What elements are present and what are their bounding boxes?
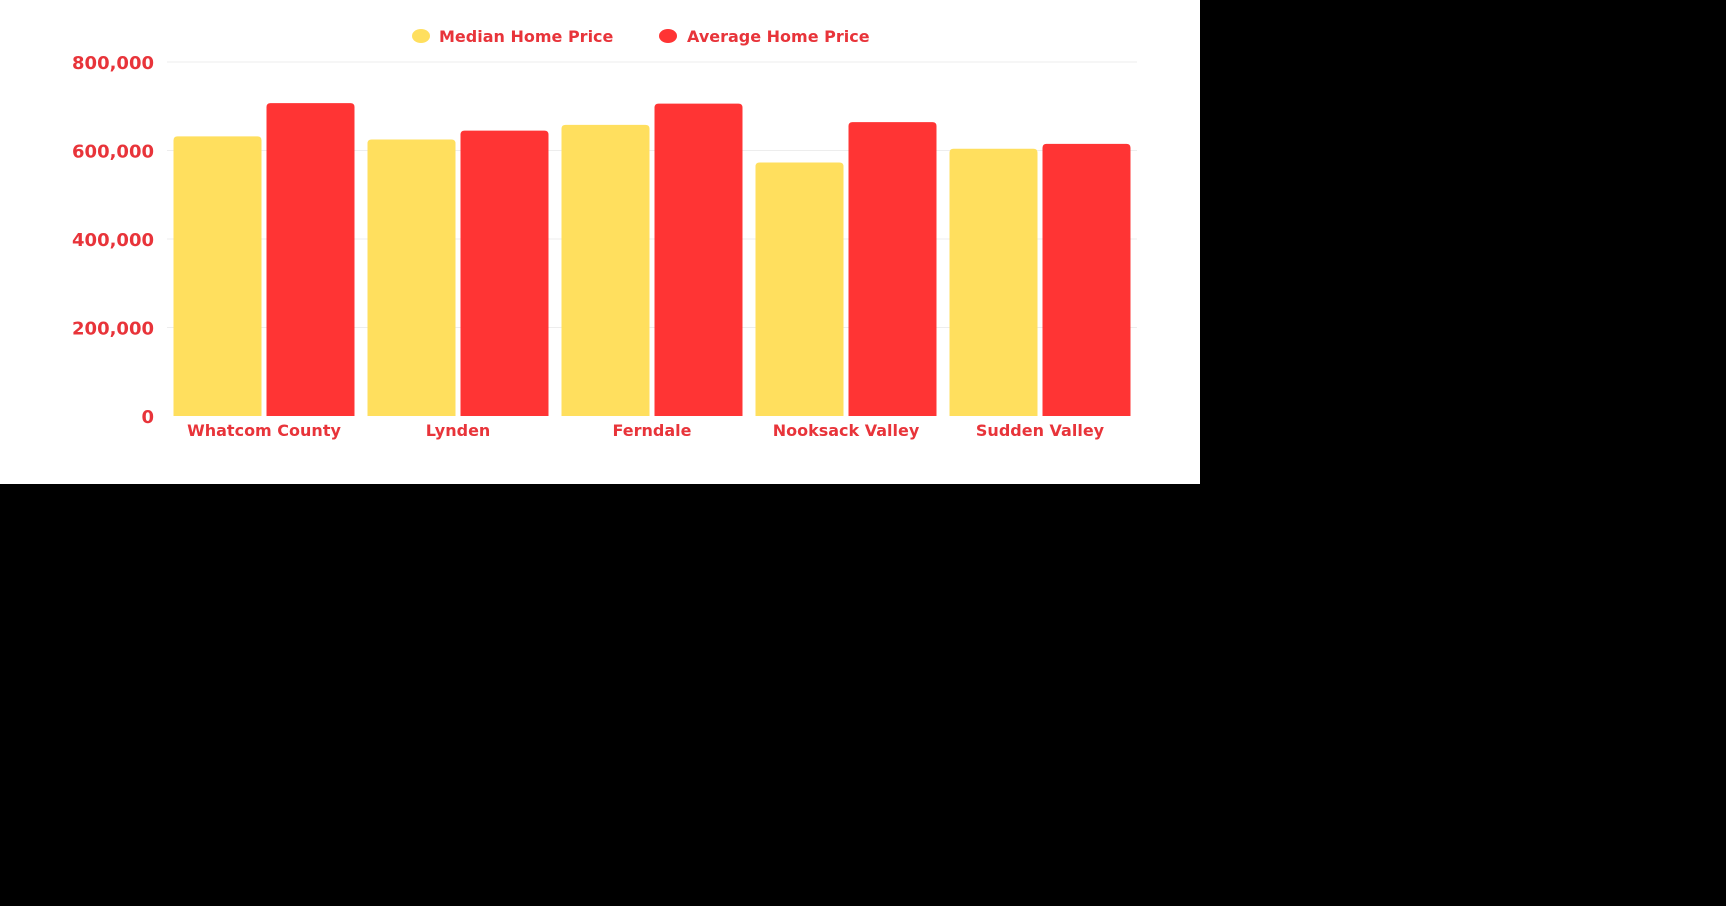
bar-median bbox=[949, 148, 1038, 417]
y-tick-label: 400,000 bbox=[72, 230, 154, 251]
chart-panel: 0 200,000 400,000 600,000 800,000 Whatcom Co… bbox=[0, 0, 1200, 484]
legend-swatch-average bbox=[659, 29, 677, 43]
legend: Median Home Price Average Home Price bbox=[412, 27, 870, 46]
bar-median bbox=[173, 136, 262, 416]
y-tick-label: 200,000 bbox=[72, 319, 154, 340]
x-tick-label: Nooksack Valley bbox=[773, 421, 920, 440]
bar-median bbox=[755, 162, 844, 416]
x-tick-label: Lynden bbox=[426, 421, 491, 440]
bar-median bbox=[561, 124, 650, 417]
y-tick-label: 0 bbox=[141, 407, 154, 428]
y-tick-label: 800,000 bbox=[72, 53, 154, 74]
bar-average bbox=[460, 130, 549, 416]
legend-swatch-median bbox=[412, 29, 430, 43]
x-tick-label: Sudden Valley bbox=[976, 421, 1105, 440]
bar-average bbox=[848, 122, 937, 417]
x-tick-label: Ferndale bbox=[613, 421, 692, 440]
bar-median bbox=[367, 139, 456, 416]
bar-average bbox=[654, 103, 743, 416]
x-axis: Whatcom County Lynden Ferndale Nooksack Val… bbox=[187, 421, 1105, 440]
legend-label-median: Median Home Price bbox=[439, 27, 614, 46]
bar-average bbox=[1042, 143, 1131, 417]
x-tick-label: Whatcom County bbox=[187, 421, 341, 440]
legend-item-average: Average Home Price bbox=[659, 27, 870, 46]
bars bbox=[173, 103, 1131, 417]
y-tick-label: 600,000 bbox=[72, 142, 154, 163]
y-axis: 0 200,000 400,000 600,000 800,000 bbox=[72, 53, 154, 428]
legend-item-median: Median Home Price bbox=[412, 27, 614, 46]
legend-label-average: Average Home Price bbox=[687, 27, 870, 46]
bar-chart: 0 200,000 400,000 600,000 800,000 Whatcom Co… bbox=[72, 27, 1137, 440]
bar-average bbox=[266, 103, 355, 416]
